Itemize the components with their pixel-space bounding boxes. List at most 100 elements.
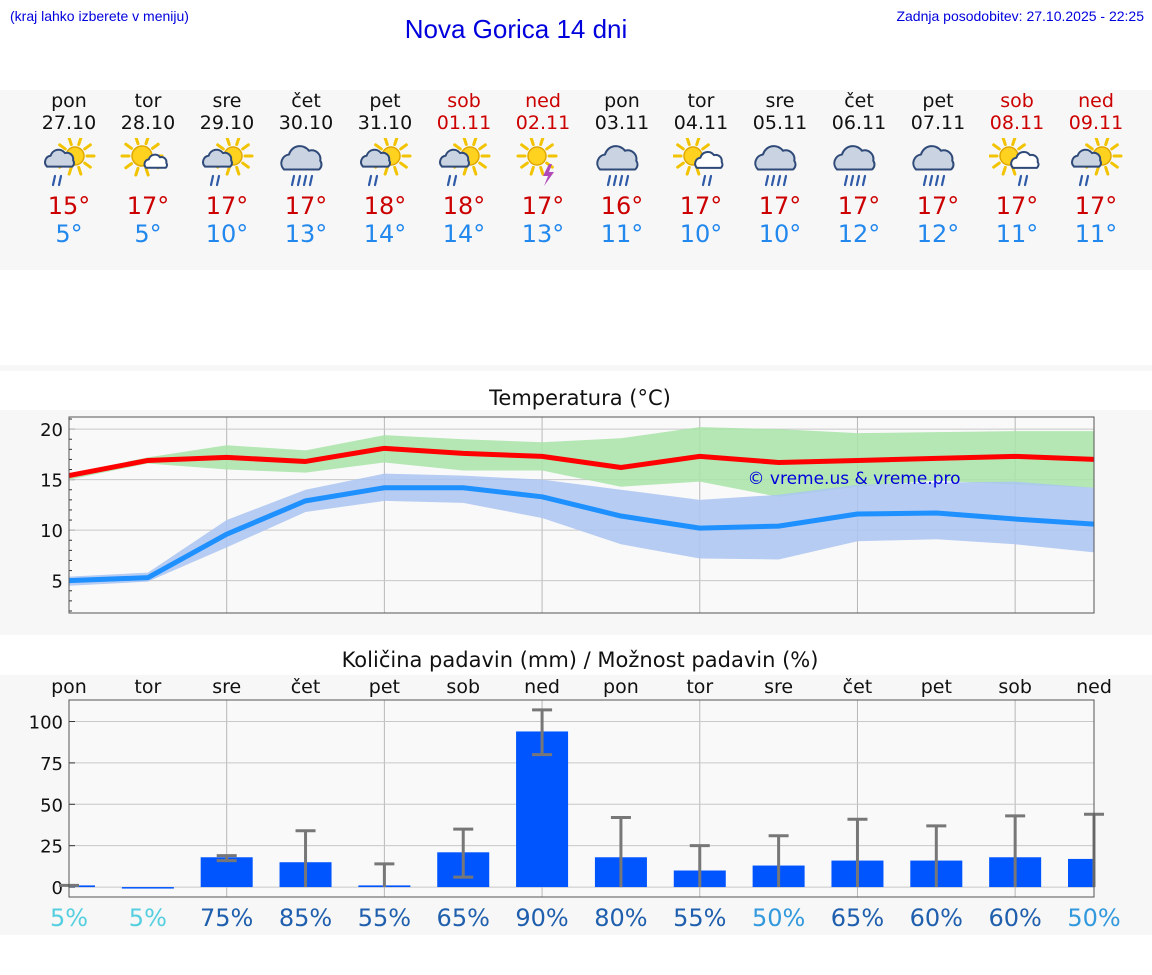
max-temperature: 17° — [758, 192, 802, 220]
precipitation-probability: 60% — [988, 904, 1041, 932]
day-date: 29.10 — [199, 112, 255, 134]
precipitation-probability: 50% — [1067, 904, 1120, 932]
temperature-chart: 5 10 15 20 © vreme.us & vreme.pro — [0, 410, 1152, 635]
day-forecast: čet 06.11 17° 12° — [820, 90, 898, 248]
day-name: tor — [134, 90, 162, 112]
separator-band — [0, 365, 1152, 371]
x-category-label: sob — [998, 676, 1032, 698]
cloud-rain-icon — [912, 145, 955, 187]
partly-sunny-rain-icon — [360, 138, 412, 187]
day-date: 04.11 — [673, 112, 729, 134]
precipitation-chart-title: Količina padavin (mm) / Možnost padavin … — [341, 648, 819, 672]
max-temperature: 17° — [916, 192, 960, 220]
max-temperature: 15° — [47, 192, 91, 220]
day-date: 31.10 — [357, 112, 413, 134]
max-temperature: 18° — [363, 192, 407, 220]
day-date: 03.11 — [594, 112, 650, 134]
precipitation-probability: 90% — [515, 904, 568, 932]
day-forecast: sob 01.11 18° 14° — [425, 90, 503, 248]
location-hint: (kraj lahko izberete v meniju) — [10, 8, 189, 24]
y-tick-label: 15 — [40, 471, 63, 492]
temperature-chart-title: Temperatura (°C) — [489, 386, 671, 410]
day-name: čet — [844, 90, 874, 112]
max-temperature: 17° — [284, 192, 328, 220]
min-temperature-range — [69, 473, 1094, 586]
x-category-label: tor — [134, 676, 161, 698]
day-name: pon — [51, 90, 87, 112]
y-tick-label: 5 — [52, 572, 63, 593]
day-forecast: tor 28.10 17° 5° — [109, 90, 187, 248]
x-category-label: pon — [51, 676, 87, 698]
max-temperature: 17° — [679, 192, 723, 220]
x-category-label: sre — [212, 676, 241, 698]
precipitation-probability: 55% — [358, 904, 411, 932]
plot-frame — [68, 699, 1095, 898]
min-temperature: 12° — [916, 220, 960, 248]
x-category-label: ned — [524, 676, 560, 698]
precipitation-probability: 65% — [437, 904, 490, 932]
precipitation-bar — [69, 885, 95, 888]
sun-cloud-icon — [120, 138, 168, 177]
day-date: 30.10 — [278, 112, 334, 134]
cloud-rain-icon — [596, 145, 639, 187]
max-temperature: 17° — [126, 192, 170, 220]
forecast-strip: pon 27.10 15° 5° tor 28.10 17° 5° sre 29.10 17° 10°… — [0, 90, 1152, 270]
sun-thunder-icon — [516, 138, 558, 186]
cloud-rain-icon — [833, 145, 876, 187]
min-temperature: 14° — [442, 220, 486, 248]
precipitation-probability: 65% — [831, 904, 884, 932]
precipitation-probability: 80% — [594, 904, 647, 932]
sun-cloud-rain-icon — [989, 138, 1040, 187]
day-forecast: pet 07.11 17° 12° — [899, 90, 977, 248]
max-temperature: 17° — [1074, 192, 1118, 220]
cloud-rain-icon — [280, 145, 323, 187]
temperature-chart-svg: 5 10 15 20 © vreme.us & vreme.pro — [40, 416, 1095, 614]
partly-sunny-rain-icon — [439, 138, 491, 187]
day-date: 07.11 — [910, 112, 966, 134]
day-name: ned — [1078, 90, 1114, 112]
cloud-rain-icon — [754, 145, 797, 187]
min-temperature: 12° — [837, 220, 881, 248]
precipitation-probability: 5% — [129, 904, 167, 932]
precipitation-probability: 75% — [200, 904, 253, 932]
x-category-label: čet — [843, 676, 873, 698]
precipitation-probability: 50% — [752, 904, 805, 932]
x-category-label: čet — [291, 676, 321, 698]
sun-cloud-rain-icon — [673, 138, 724, 187]
precipitation-probability: 5% — [50, 904, 88, 932]
max-temperature-line — [68, 445, 1095, 479]
max-temperature: 17° — [995, 192, 1039, 220]
day-forecast: ned 09.11 17° 11° — [1057, 90, 1135, 248]
min-temperature: 14° — [363, 220, 407, 248]
page-title: Nova Gorica 14 dni — [404, 14, 628, 44]
y-tick-label: 100 — [29, 713, 63, 734]
day-forecast: pon 03.11 16° 11° — [583, 90, 661, 248]
day-name: sre — [212, 90, 242, 112]
min-temperature: 13° — [284, 220, 328, 248]
plot-frame — [68, 416, 1095, 614]
day-name: pet — [922, 90, 954, 112]
day-date: 06.11 — [831, 112, 887, 134]
day-forecast: čet 30.10 17° 13° — [267, 90, 345, 248]
x-category-label: tor — [686, 676, 713, 698]
day-name: sre — [765, 90, 795, 112]
day-name: pon — [604, 90, 640, 112]
x-category-label: sre — [764, 676, 793, 698]
max-temperature: 17° — [205, 192, 249, 220]
min-temperature: 13° — [521, 220, 565, 248]
day-date: 08.11 — [989, 112, 1045, 134]
day-name: ned — [525, 90, 561, 112]
day-date: 27.10 — [41, 112, 97, 134]
precipitation-chart-svg: 0 25 50 75 100 pon tor sre čet pet sob ned pon tor sre… — [29, 676, 1121, 932]
min-temperature: 11° — [600, 220, 644, 248]
precipitation-bar — [1068, 858, 1094, 888]
y-tick-label: 25 — [40, 837, 63, 858]
precipitation-bar — [516, 731, 569, 888]
min-temperature: 11° — [995, 220, 1039, 248]
x-category-label: ned — [1076, 676, 1112, 698]
x-category-label: pet — [369, 676, 400, 698]
day-date: 05.11 — [752, 112, 808, 134]
day-name: sob — [447, 90, 481, 112]
min-temperature-line — [68, 485, 1095, 584]
partly-sunny-rain-icon — [44, 138, 96, 187]
